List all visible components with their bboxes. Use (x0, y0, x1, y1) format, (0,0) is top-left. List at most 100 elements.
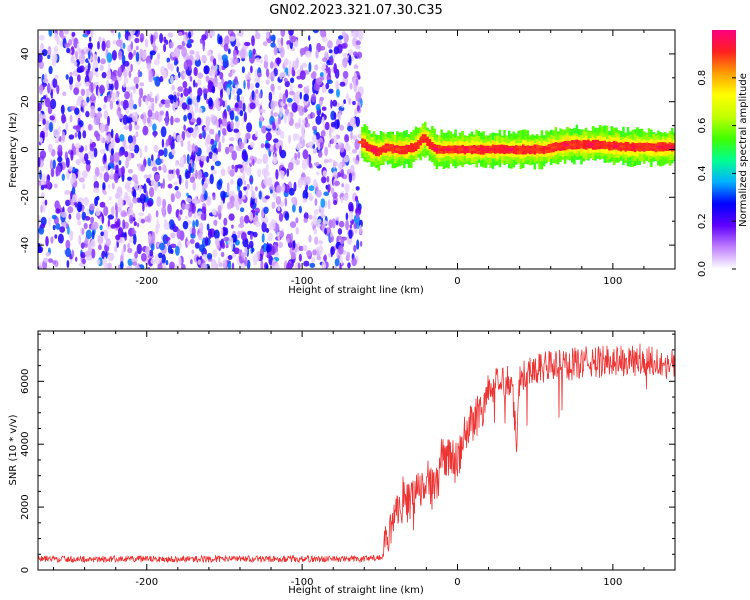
spectrogram-cell (207, 50, 212, 57)
spectrogram-cell (315, 132, 320, 140)
spectrogram-cell (302, 189, 309, 201)
spectrogram-cell (53, 183, 58, 189)
spectrogram-cell (319, 96, 324, 101)
spectrogram-cell (65, 247, 72, 258)
spectrogram-cell (213, 76, 219, 88)
spectrogram-cell (288, 187, 295, 196)
spectrogram-cell (187, 140, 191, 147)
spectrogram-cell (221, 54, 228, 62)
spectrogram-cell (175, 245, 180, 256)
spectrogram-cell (140, 252, 147, 262)
spectrogram-cell (342, 57, 348, 68)
spectrogram-cell (312, 30, 319, 34)
spectrogram-cell (139, 48, 144, 58)
spectrogram-cell (48, 258, 54, 263)
signal-peak (438, 147, 446, 152)
spectrogram-cell (136, 222, 140, 228)
spectrogram-cell (214, 99, 220, 109)
spectrogram-cell (276, 231, 281, 237)
x-tick-label: -200 (135, 577, 158, 588)
spectrogram-cell (76, 69, 83, 73)
spectrogram-cell (38, 102, 42, 112)
spectrogram-cell (336, 235, 342, 240)
spectrogram-cell (122, 114, 129, 125)
spectrogram-cell (203, 126, 210, 131)
spectrogram-cell (231, 262, 235, 269)
colorbar-tick-label: 0.8 (697, 70, 708, 86)
spectrogram-cell (107, 262, 112, 269)
spectrogram-cell (266, 124, 273, 129)
spectrogram-cell (112, 40, 117, 45)
spectrogram-cell (291, 102, 298, 113)
spectrogram-cell (103, 256, 107, 267)
spectrogram-cell (302, 149, 309, 160)
spectrogram-cell (131, 227, 135, 236)
spectrogram-cell (239, 110, 244, 117)
spectrogram-cell (270, 144, 274, 151)
spectrogram-cell (290, 251, 296, 260)
spectrogram-cell (41, 49, 48, 57)
spectrogram-cell (318, 244, 324, 255)
spectrogram-cell (220, 251, 225, 258)
signal-peak (612, 144, 620, 148)
spectrogram-cell (276, 184, 282, 194)
spectrogram-cell (201, 54, 207, 63)
spectrogram-cell (140, 114, 144, 120)
spectrogram-cell (105, 251, 108, 259)
spectrogram-cell (143, 183, 147, 194)
spectrogram-cell (52, 52, 58, 63)
spectrogram-cell (90, 82, 94, 94)
spectrogram-cell (198, 133, 203, 140)
spectrogram-cell (54, 138, 60, 144)
spectrogram-cell (165, 260, 169, 266)
signal-peak (482, 147, 489, 152)
spectrogram-cell (330, 246, 333, 258)
spectrogram-cell (100, 58, 106, 65)
spectrogram-cell (323, 191, 330, 197)
spectrogram-cell (217, 52, 221, 63)
spectrogram-cell (309, 262, 316, 268)
spectrogram-cell (246, 259, 251, 269)
spectrogram-cell (71, 249, 75, 258)
spectrogram-cell (326, 79, 333, 85)
signal-peak (388, 147, 396, 151)
spectrogram-cell (220, 190, 226, 199)
spectrogram-cell (242, 195, 246, 200)
signal-peak (357, 140, 365, 144)
spectrogram-cell (99, 64, 104, 71)
spectrogram-cell (206, 223, 210, 231)
spectrogram-cell (275, 169, 279, 180)
spectrogram-cell (295, 217, 299, 224)
spectrogram-cell (146, 62, 151, 70)
spectrogram-cell (167, 61, 171, 70)
spectrogram-cell (294, 122, 300, 130)
signal-peak (488, 147, 496, 152)
spectrogram-cell (182, 220, 189, 230)
signal-peak (643, 145, 651, 149)
spectrogram-cell (99, 134, 103, 142)
spectrogram-cell (155, 158, 162, 166)
spectrogram-cell (348, 49, 354, 56)
spectrogram-cell (322, 170, 327, 177)
spectrogram-cell (314, 236, 319, 246)
spectrogram-cell (328, 252, 331, 258)
spectrogram-cell (299, 91, 302, 100)
spectrogram-cell (82, 100, 89, 107)
spectrogram-cell (196, 117, 202, 126)
spectrogram-cell (267, 232, 273, 242)
spectrogram-cell (303, 93, 310, 102)
spectrogram-cell (209, 128, 215, 135)
spectrogram-cell (99, 172, 103, 179)
spectrogram-cell (40, 173, 46, 182)
spectrogram-cell (197, 259, 201, 265)
spectrogram-cell (90, 224, 96, 230)
spectrogram-cell (93, 187, 100, 193)
colorbar-tick-label: 0.4 (697, 165, 708, 181)
spectrogram-cell (126, 86, 132, 93)
spectrogram-cell (338, 35, 344, 40)
spectrogram-cell (97, 107, 102, 112)
spectrogram-cell (241, 150, 248, 161)
signal-peak (649, 145, 657, 149)
spectrogram-cell (176, 134, 182, 143)
